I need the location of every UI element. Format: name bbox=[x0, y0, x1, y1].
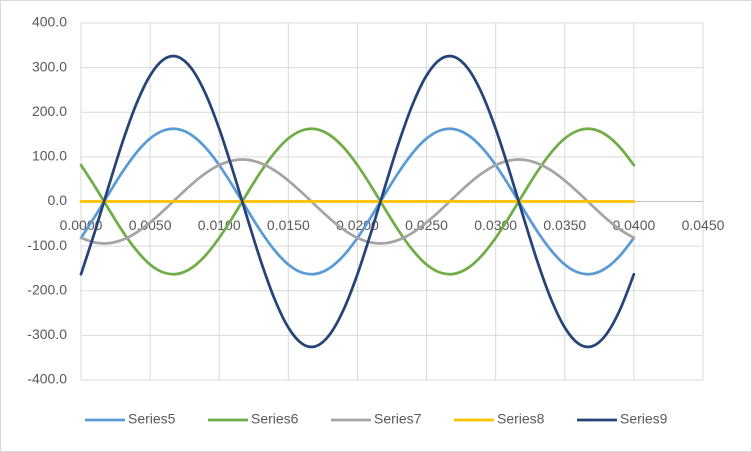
y-tick-label: -300.0 bbox=[27, 326, 67, 342]
x-tick-label: 0.0100 bbox=[198, 217, 241, 233]
y-tick-label: -400.0 bbox=[27, 371, 67, 387]
x-tick-label: 0.0350 bbox=[543, 217, 586, 233]
legend-label: Series7 bbox=[374, 411, 422, 427]
x-tick-label: 0.0400 bbox=[612, 217, 655, 233]
legend-label: Series6 bbox=[251, 411, 299, 427]
x-tick-label: 0.0300 bbox=[474, 217, 517, 233]
x-tick-label: 0.0150 bbox=[267, 217, 310, 233]
legend-label: Series9 bbox=[620, 411, 668, 427]
y-tick-label: 100.0 bbox=[32, 148, 67, 164]
y-tick-label: -100.0 bbox=[27, 237, 67, 253]
y-tick-label: 300.0 bbox=[32, 58, 67, 74]
y-tick-label: -200.0 bbox=[27, 281, 67, 297]
legend-label: Series8 bbox=[497, 411, 545, 427]
x-tick-label: 0.0050 bbox=[129, 217, 172, 233]
y-tick-label: 0.0 bbox=[48, 192, 68, 208]
x-tick-label: 0.0250 bbox=[405, 217, 448, 233]
y-tick-label: 200.0 bbox=[32, 103, 67, 119]
x-tick-label: 0.0450 bbox=[682, 217, 725, 233]
y-tick-label: 400.0 bbox=[32, 14, 67, 30]
series-line bbox=[79, 54, 636, 349]
legend-label: Series5 bbox=[128, 411, 176, 427]
